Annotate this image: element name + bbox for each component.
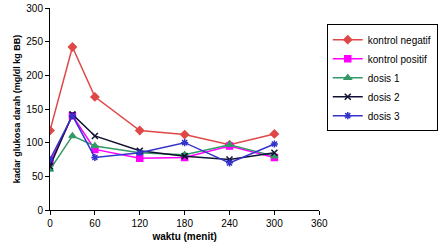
svg-text:300: 300 <box>266 218 283 229</box>
svg-text:120: 120 <box>131 218 148 229</box>
svg-text:300: 300 <box>26 3 43 14</box>
svg-text:0: 0 <box>47 218 53 229</box>
svg-text:60: 60 <box>89 218 101 229</box>
svg-text:dosis 2: dosis 2 <box>368 92 400 103</box>
svg-text:150: 150 <box>26 104 43 115</box>
svg-text:100: 100 <box>26 137 43 148</box>
svg-text:kadar glukosa darah (mg/dl kg: kadar glukosa darah (mg/dl kg BB) <box>12 35 22 184</box>
svg-text:50: 50 <box>32 171 44 182</box>
svg-text:kontrol positif: kontrol positif <box>368 54 427 65</box>
svg-text:dosis 3: dosis 3 <box>368 111 400 122</box>
svg-text:250: 250 <box>26 36 43 47</box>
svg-text:dosis 1: dosis 1 <box>368 73 400 84</box>
svg-text:waktu (menit): waktu (menit) <box>151 231 216 242</box>
svg-text:0: 0 <box>37 205 43 216</box>
svg-text:kontrol negatif: kontrol negatif <box>368 35 431 46</box>
svg-text:360: 360 <box>311 218 328 229</box>
svg-text:200: 200 <box>26 70 43 81</box>
svg-text:180: 180 <box>176 218 193 229</box>
svg-text:240: 240 <box>221 218 238 229</box>
